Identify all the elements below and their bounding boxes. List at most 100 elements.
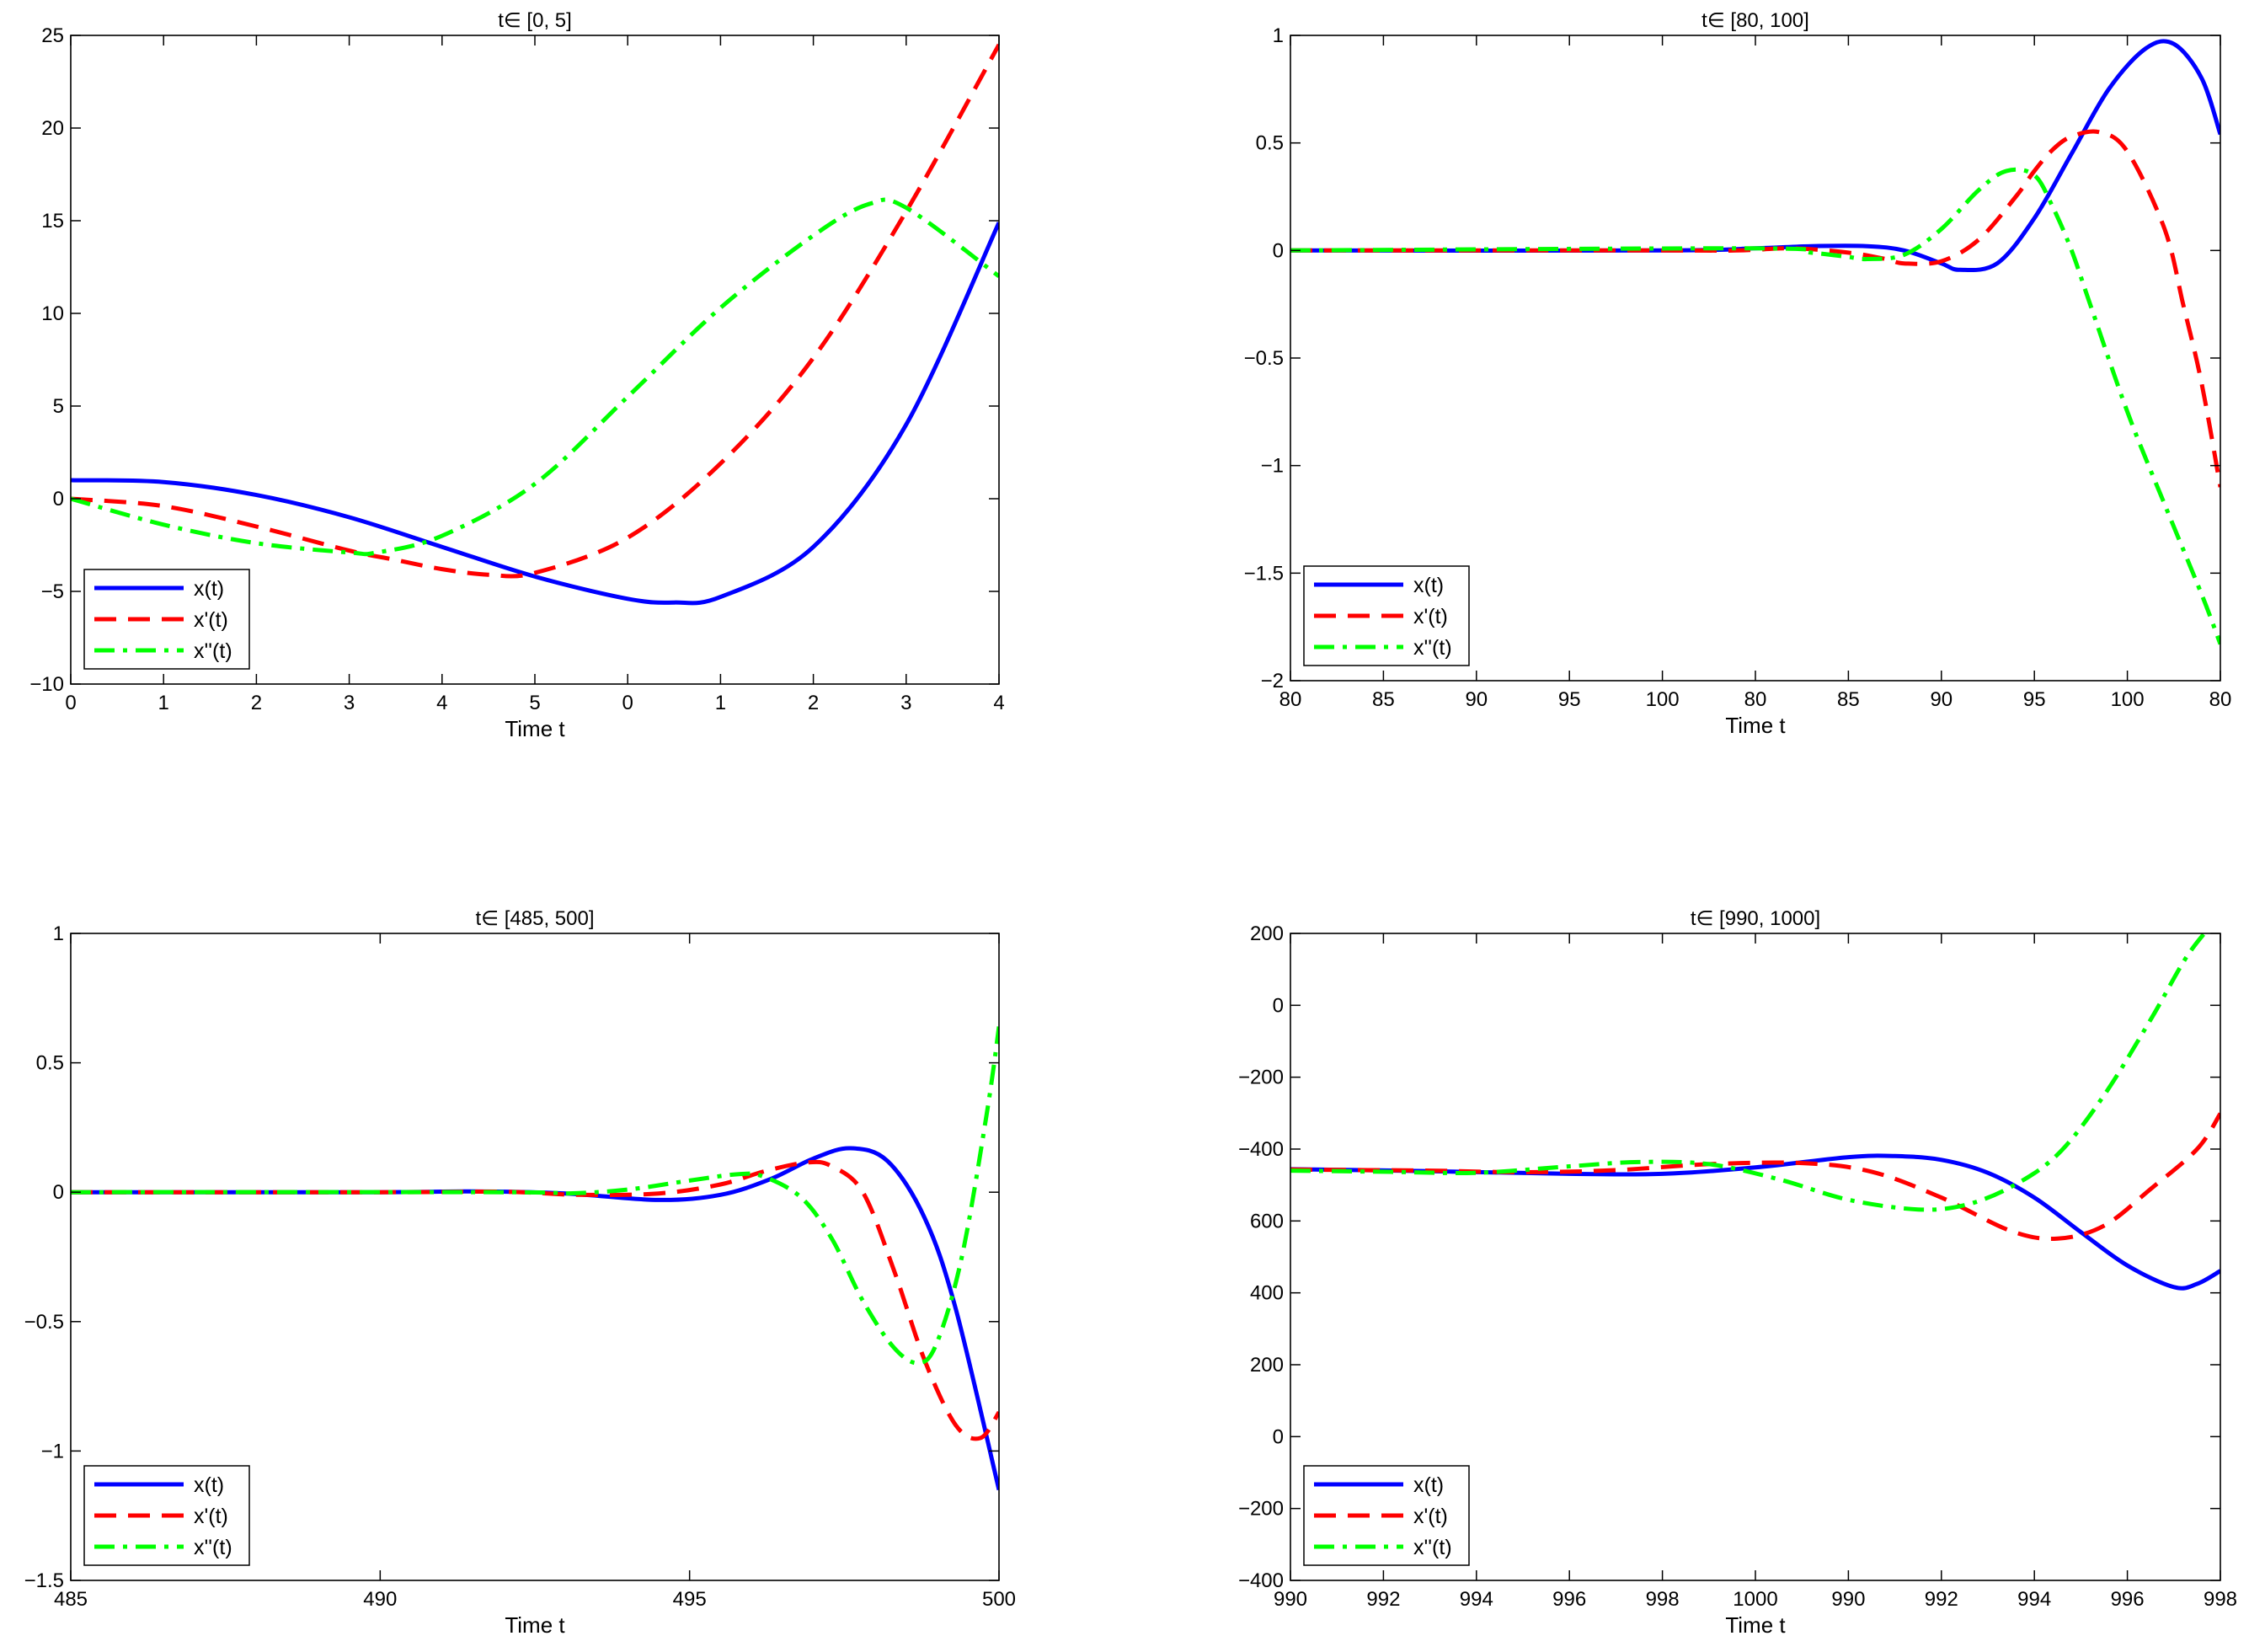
- y-tick-label: 600: [1250, 1210, 1284, 1232]
- x-tick-label: 485: [54, 1588, 88, 1611]
- chart-panel-3: 485 490 495 500 −1.5 −1 −0.5 0 0.5 1 t∈ [485, 500]…: [24, 907, 1016, 1638]
- series-line-x: [71, 222, 999, 606]
- x-tick-label: 998: [1646, 1588, 1680, 1611]
- x-axis-label: Time t: [1725, 1612, 1786, 1638]
- x-tick-label: 1: [158, 692, 169, 714]
- y-tick-label: −200: [1238, 1067, 1284, 1089]
- y-tick-label: 1: [53, 922, 64, 945]
- y-tick-label: −0.5: [24, 1311, 64, 1334]
- y-tick-label: 10: [41, 302, 64, 325]
- x-tick-label: 4: [436, 692, 447, 714]
- legend-label: x'(t): [1413, 1505, 1448, 1528]
- x-tick-label: 0: [65, 692, 76, 714]
- legend-label: x(t): [1413, 574, 1444, 597]
- y-tick-label: 1: [1273, 24, 1284, 47]
- y-tick-label: −1.5: [24, 1569, 64, 1592]
- x-tick-label: 2: [251, 692, 262, 714]
- y-tick-label: 0: [53, 488, 64, 511]
- y-tick-label: 200: [1250, 1354, 1284, 1377]
- x-tick-label: 95: [2023, 688, 2046, 711]
- legend-label: x''(t): [1413, 636, 1452, 660]
- y-tick-label: −400: [1238, 1569, 1284, 1592]
- x-axis-label: Time t: [505, 716, 565, 741]
- y-tick-label: −1: [1261, 455, 1284, 478]
- y-tick-label: 0: [1273, 239, 1284, 262]
- x-tick-label: 495: [673, 1588, 707, 1611]
- x-tick-label: 490: [363, 1588, 397, 1611]
- y-tick-label: 5: [53, 395, 64, 418]
- series-line-x-double-prime: [1290, 933, 2208, 1212]
- y-tick-label: 200: [1250, 922, 1284, 945]
- y-tick-label: −2: [1261, 670, 1284, 692]
- x-tick-label: 992: [1366, 1588, 1400, 1611]
- y-tick-label: 0.5: [1256, 132, 1284, 155]
- x-tick-label: 100: [1646, 688, 1680, 711]
- x-tick-label: 5: [529, 692, 540, 714]
- chart-title: t∈ [485, 500]: [476, 907, 595, 930]
- y-tick-label: 0: [53, 1181, 64, 1204]
- x-tick-label: 85: [1372, 688, 1395, 711]
- chart-panel-4: 990 992 994 996 998 1000 990 992 994 996 998 200 0 −2…: [1238, 907, 2237, 1638]
- legend-label: x'(t): [1413, 605, 1448, 628]
- x-tick-label: 3: [900, 692, 911, 714]
- chart-panel-1: 0 1 2 3 4 5 0 1 2 3 4 −10 −5 0 5 10 15 20 25 t∈ [0, 5] Time …: [29, 9, 1004, 741]
- x-tick-label: 1: [715, 692, 726, 714]
- y-tick-label: 0: [1273, 1425, 1284, 1448]
- series-group: [1290, 39, 2220, 645]
- series-line-x-double-prime: [71, 197, 999, 557]
- x-tick-label: 80: [1744, 688, 1767, 711]
- x-tick-label: 80: [1279, 688, 1302, 711]
- legend-label: x''(t): [194, 639, 232, 663]
- axes-box: [70, 933, 1000, 1581]
- legend: x(t) x'(t) x''(t): [1303, 1465, 1470, 1566]
- y-tick-label: 0.5: [36, 1052, 64, 1075]
- x-tick-label: 992: [1925, 1588, 1958, 1611]
- x-tick-label: 996: [1552, 1588, 1586, 1611]
- series-line-x-double-prime: [1290, 167, 2220, 645]
- y-tick-label: 15: [41, 210, 64, 233]
- x-tick-label: 0: [622, 692, 633, 714]
- legend: x(t) x'(t) x''(t): [83, 569, 250, 670]
- y-tick-label: −400: [1238, 1138, 1284, 1161]
- series-group: [71, 43, 999, 606]
- legend-label: x'(t): [194, 608, 228, 632]
- y-tick-label: 20: [41, 117, 64, 140]
- x-tick-label: 996: [2111, 1588, 2145, 1611]
- series-line-x-double-prime: [71, 1026, 999, 1366]
- y-tick-label: −10: [29, 673, 64, 696]
- y-tick-label: 400: [1250, 1282, 1284, 1305]
- chart-title: t∈ [0, 5]: [498, 9, 572, 32]
- chart-title: t∈ [990, 1000]: [1691, 907, 1820, 930]
- x-tick-label: 500: [982, 1588, 1016, 1611]
- series-line-x: [1290, 1153, 2220, 1291]
- x-tick-label: 80: [2209, 688, 2232, 711]
- x-tick-label: 4: [993, 692, 1004, 714]
- legend-label: x(t): [194, 1473, 224, 1497]
- legend: x(t) x'(t) x''(t): [1303, 565, 1470, 666]
- x-tick-label: 95: [1558, 688, 1581, 711]
- y-tick-label: −0.5: [1244, 347, 1284, 370]
- y-tick-label: −5: [41, 580, 64, 603]
- series-group: [1290, 933, 2220, 1291]
- x-tick-label: 100: [2111, 688, 2145, 711]
- x-axis-label: Time t: [1725, 713, 1786, 738]
- x-tick-label: 2: [808, 692, 819, 714]
- x-tick-label: 90: [1930, 688, 1953, 711]
- series-line-x-prime: [1290, 129, 2220, 488]
- legend-label: x(t): [194, 577, 224, 601]
- x-tick-label: 1000: [1733, 1588, 1777, 1611]
- chart-title: t∈ [80, 100]: [1701, 9, 1809, 32]
- legend-label: x'(t): [194, 1505, 228, 1528]
- x-tick-label: 85: [1837, 688, 1860, 711]
- legend: x(t) x'(t) x''(t): [83, 1465, 250, 1566]
- x-tick-label: 990: [1831, 1588, 1865, 1611]
- x-tick-label: 990: [1274, 1588, 1307, 1611]
- y-tick-label: 0: [1273, 994, 1284, 1017]
- legend-label: x(t): [1413, 1473, 1444, 1497]
- x-tick-label: 90: [1465, 688, 1488, 711]
- series-line-x-prime: [71, 43, 999, 579]
- x-tick-label: 994: [1460, 1588, 1493, 1611]
- x-axis-label: Time t: [505, 1612, 565, 1638]
- x-tick-label: 994: [2017, 1588, 2051, 1611]
